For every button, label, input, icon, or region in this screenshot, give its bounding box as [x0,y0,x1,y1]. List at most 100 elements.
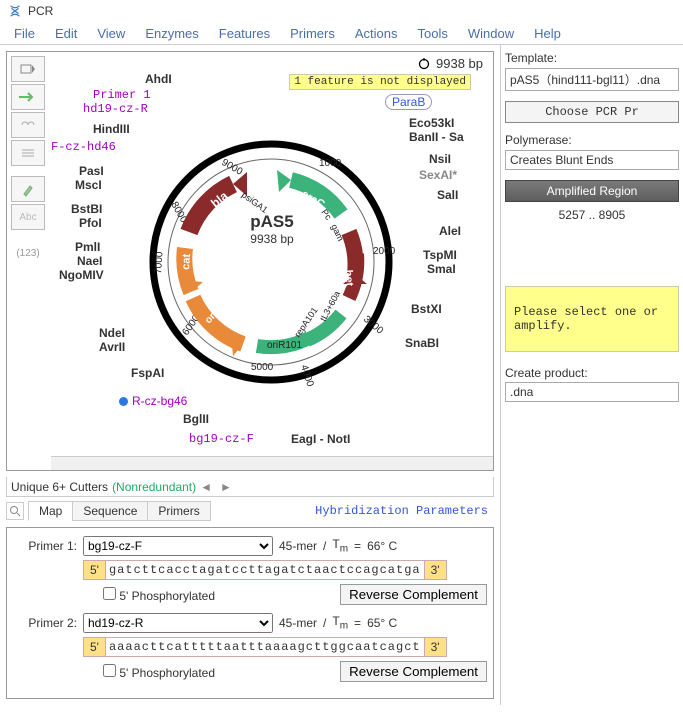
svg-text:ori pBL1: ori pBL1 [203,288,239,326]
primer1-select[interactable]: bg19-cz-F [83,536,273,556]
search-icon[interactable] [6,502,24,520]
menu-view[interactable]: View [87,24,135,43]
plasmid-map[interactable]: 9938 bp 1 feature is not displayed 1000 … [51,52,493,470]
primer2-mer: 45-mer [279,616,317,630]
svg-text:cat: cat [180,253,193,270]
right-panel: Template: pAS5（hind111-bgl11）.dna Choose… [500,45,683,705]
primer-label-p1: Primer 1 [93,88,151,102]
tool-select[interactable] [11,56,45,82]
primer1-revcomp-button[interactable]: Reverse Complement [340,584,487,605]
menu-enzymes[interactable]: Enzymes [135,24,208,43]
enz-smai[interactable]: SmaI [427,262,456,276]
primer2-revcomp-button[interactable]: Reverse Complement [340,661,487,682]
enz-eagi-noti[interactable]: EagI - NotI [291,432,350,446]
primer2-phos[interactable]: 5' Phosphorylated [103,664,215,680]
enz-msci[interactable]: MscI [75,178,102,192]
primers-panel: Primer 1: bg19-cz-F 45-mer / Tm = 66° C … [6,527,494,699]
primer2-tm: 65° C [367,616,397,630]
primer-fcz[interactable]: F-cz-hd46 [51,140,116,154]
enz-pmli[interactable]: PmlI [75,240,100,254]
amplified-range: 5257 .. 8905 [505,208,679,222]
primer-hd19[interactable]: hd19-cz-R [83,102,148,116]
template-label: Template: [505,51,557,65]
svg-text:1000: 1000 [319,158,342,169]
window-title: PCR [28,4,53,18]
enz-nsii[interactable]: NsiI [429,152,451,166]
enz-sali[interactable]: SalI [437,188,458,202]
enz-pasi[interactable]: PasI [79,164,104,178]
enz-bglii[interactable]: BglII [183,412,209,426]
primer-bg19[interactable]: bg19-cz-F [189,432,254,446]
tool-pick[interactable] [11,176,45,202]
svg-text:9000: 9000 [220,157,245,178]
create-product-label: Create product: [505,366,588,380]
chevron-right-icon[interactable]: ► [220,480,232,494]
svg-text:oriR101: oriR101 [267,340,302,351]
hybridization-link[interactable]: Hybridization Parameters [315,504,494,518]
enz-hindiii[interactable]: HindIII [93,122,130,136]
enz-banii[interactable]: BanII - Sa [409,130,464,144]
tool-link[interactable] [11,112,45,138]
menu-primers[interactable]: Primers [280,24,345,43]
svg-text:2000: 2000 [373,246,396,257]
map-scrollbar-x[interactable] [51,456,493,470]
amplified-region-header: Amplified Region [505,180,679,202]
menu-help[interactable]: Help [524,24,571,43]
enz-bstbi[interactable]: BstBI [71,202,102,216]
plasmid-map-panel: Abc (123) 9938 bp 1 feature is not displ… [6,51,494,471]
chevron-left-icon[interactable]: ◄ [200,480,212,494]
tool-count: (123) [11,240,45,266]
enz-bstxi[interactable]: BstXI [411,302,442,316]
enz-pfoi[interactable]: PfoI [79,216,102,230]
tool-arrow[interactable] [11,84,45,110]
enz-avrii[interactable]: AvrII [99,340,125,354]
svg-text:7000: 7000 [153,251,166,274]
primer1-phos[interactable]: 5' Phosphorylated [103,587,215,603]
cutters-bar[interactable]: Unique 6+ Cutters (Nonredundant) ◄ ► [6,477,494,497]
template-field[interactable]: pAS5（hind111-bgl11）.dna [505,68,679,91]
menu-tools[interactable]: Tools [408,24,458,43]
enz-sexai[interactable]: SexAI* [419,168,457,182]
polymerase-field[interactable]: Creates Blunt Ends [505,150,679,170]
menu-window[interactable]: Window [458,24,524,43]
enz-tspmi[interactable]: TspMI [423,248,457,262]
enz-eco53ki[interactable]: Eco53kI [409,116,454,130]
enz-alei[interactable]: AleI [439,224,461,238]
enz-ndei[interactable]: NdeI [99,326,125,340]
tool-abc[interactable]: Abc [11,204,45,230]
choose-pcr-button[interactable]: Choose PCR Pr [505,101,679,123]
menu-actions[interactable]: Actions [345,24,408,43]
primer2-sequence: 5' aaaacttcatttttaatttaaaagcttggcaatcagc… [83,637,487,657]
titlebar: PCR [0,0,683,22]
tab-primers[interactable]: Primers [147,501,210,521]
svg-text:bet: bet [342,269,355,287]
cutters-label: Unique 6+ Cutters [11,480,108,494]
menu-features[interactable]: Features [209,24,280,43]
enz-ahdi[interactable]: AhdI [145,72,172,86]
app-icon [8,4,22,18]
enz-ngomiv[interactable]: NgoMIV [59,268,104,282]
menu-edit[interactable]: Edit [45,24,87,43]
primer2-select[interactable]: hd19-cz-R [83,613,273,633]
enz-snabi[interactable]: SnaBI [405,336,439,350]
view-tabs: Map Sequence Primers Hybridization Param… [6,501,494,521]
tool-align[interactable] [11,140,45,166]
menu-file[interactable]: File [4,24,45,43]
cutters-mode[interactable]: (Nonredundant) [112,480,196,494]
primer-rcz[interactable]: R-cz-bg46 [119,394,187,409]
primer2-label: Primer 2: [13,616,77,630]
feature-parab[interactable]: ParaB [385,94,432,110]
primer1-tm: 66° C [367,539,397,553]
polymerase-label: Polymerase: [505,133,572,147]
enz-naei[interactable]: NaeI [77,254,102,268]
primer1-label: Primer 1: [13,539,77,553]
select-amplify-message: Please select one or amplify. [505,286,679,352]
primer1-mer: 45-mer [279,539,317,553]
menubar: File Edit View Enzymes Features Primers … [0,22,683,44]
tab-map[interactable]: Map [28,501,73,521]
create-product-field[interactable]: .dna [505,382,679,402]
tab-sequence[interactable]: Sequence [72,501,148,521]
enz-fspai[interactable]: FspAI [131,366,164,380]
plasmid-center-label: pAS59938 bp [250,212,293,246]
svg-text:5000: 5000 [251,362,274,373]
